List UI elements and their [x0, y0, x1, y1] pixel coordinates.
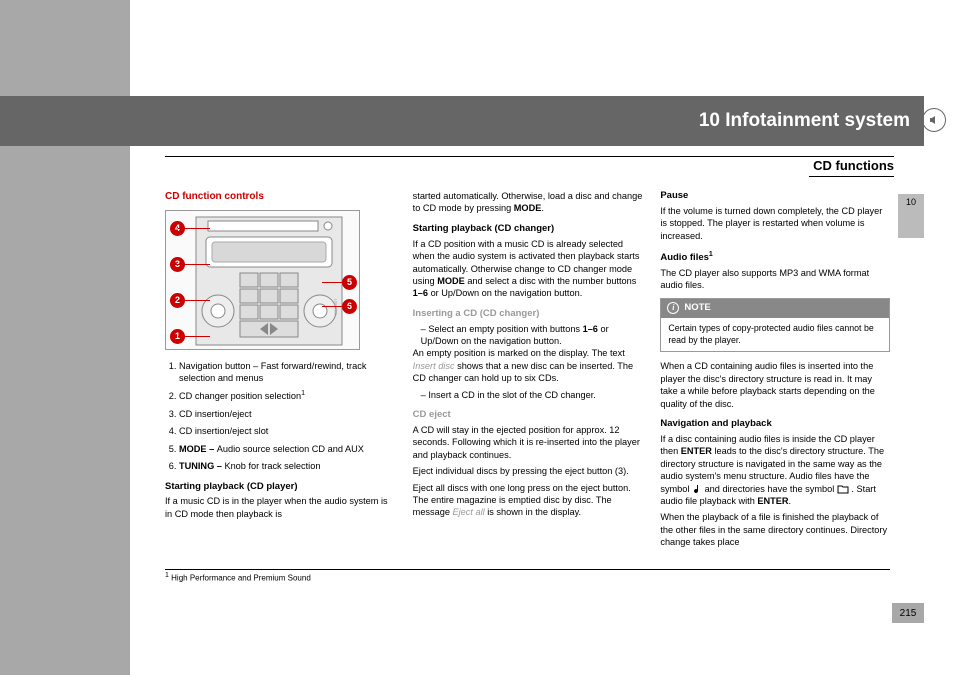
chapter-header: 10 Infotainment system — [130, 96, 924, 146]
manual-page: 10 Infotainment system CD functions 10 C… — [0, 0, 954, 675]
column-1: CD function controls — [165, 190, 395, 553]
audio-files-heading: Audio files1 — [660, 250, 890, 265]
inserting-cd-text: An empty position is marked on the displ… — [413, 347, 643, 384]
diagram-leader-6 — [322, 306, 350, 307]
audio-files-structure-text: When a CD containing audio files is inse… — [660, 360, 890, 410]
navigation-playback-continue: When the playback of a file is finished … — [660, 511, 890, 548]
audio-file-icon — [692, 484, 702, 495]
inserting-cd-list2: Insert a CD in the slot of the CD change… — [421, 389, 643, 401]
diagram-leader-1 — [178, 336, 211, 337]
subheader-rule — [165, 156, 894, 157]
pause-text: If the volume is turned down completely,… — [660, 205, 890, 242]
note-body: Certain types of copy-protected audio fi… — [661, 318, 889, 352]
chapter-number: 10 — [699, 110, 720, 131]
diagram-leader-5 — [322, 282, 350, 283]
chapter-side-tab: 10 — [898, 194, 924, 238]
diagram-legend: Navigation button – Fast forward/rewind,… — [179, 360, 395, 473]
note-header: i NOTE — [661, 299, 889, 318]
legend-item-5: MODE – Audio source selection CD and AUX — [179, 443, 395, 455]
legend-item-4: CD insertion/eject slot — [179, 425, 395, 437]
radio-illustration: G019507 — [194, 215, 344, 347]
page-number: 215 — [892, 603, 924, 623]
info-icon: i — [667, 302, 679, 314]
navigation-playback-heading: Navigation and playback — [660, 418, 890, 431]
col2-intro: started automatically. Otherwise, load a… — [413, 190, 643, 215]
legend-item-6: TUNING – Knob for track selection — [179, 460, 395, 472]
inserting-cd-list1: Select an empty position with buttons 1–… — [421, 323, 643, 348]
starting-playback-player-heading: Starting playback (CD player) — [165, 481, 395, 494]
directory-icon — [837, 484, 849, 494]
cd-controls-title: CD function controls — [165, 190, 395, 204]
note-box: i NOTE Certain types of copy-protected a… — [660, 298, 890, 353]
navigation-playback-text: If a disc containing audio files is insi… — [660, 433, 890, 508]
column-3: Pause If the volume is turned down compl… — [660, 190, 890, 553]
chapter-title: Infotainment system — [725, 110, 910, 131]
note-label: NOTE — [684, 302, 710, 315]
cd-eject-p3: Eject all discs with one long press on t… — [413, 482, 643, 519]
cd-controls-diagram: G019507 432156 — [165, 210, 360, 350]
legend-item-1: Navigation button – Fast forward/rewind,… — [179, 360, 395, 385]
cd-eject-p1: A CD will stay in the ejected position f… — [413, 424, 643, 461]
diagram-leader-3 — [178, 264, 211, 265]
cd-eject-heading: CD eject — [413, 409, 643, 422]
column-2: started automatically. Otherwise, load a… — [413, 190, 643, 553]
legend-item-3: CD insertion/eject — [179, 408, 395, 420]
left-header-extension — [0, 96, 130, 146]
legend-item-2: CD changer position selection1 — [179, 389, 395, 402]
footnote: 1 High Performance and Premium Sound — [165, 569, 890, 583]
diagram-leader-2 — [178, 300, 211, 301]
section-subheader: CD functions — [809, 158, 894, 177]
volume-icon — [922, 108, 946, 132]
content-columns: CD function controls — [165, 190, 890, 553]
starting-playback-player-text: If a music CD is in the player when the … — [165, 495, 395, 520]
cd-eject-p2: Eject individual discs by pressing the e… — [413, 465, 643, 477]
audio-files-text: The CD player also supports MP3 and WMA … — [660, 267, 890, 292]
pause-heading: Pause — [660, 190, 890, 203]
starting-playback-changer-text: If a CD position with a music CD is alre… — [413, 238, 643, 300]
bottom-left-bar — [0, 637, 130, 675]
inserting-cd-heading: Inserting a CD (CD changer) — [413, 308, 643, 321]
diagram-leader-4 — [178, 228, 211, 229]
starting-playback-changer-heading: Starting playback (CD changer) — [413, 223, 643, 236]
